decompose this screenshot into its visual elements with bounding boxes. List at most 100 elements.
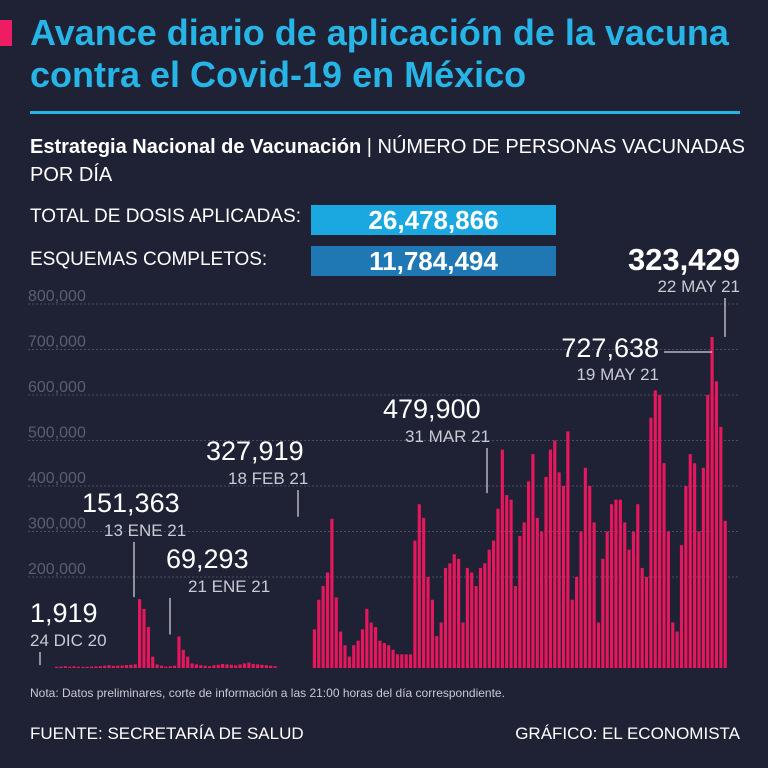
annotation-date: 13 ENE 21 xyxy=(104,521,186,540)
bar xyxy=(347,656,351,668)
bar xyxy=(55,666,59,668)
annotation-value: 323,429 xyxy=(628,242,740,277)
subtitle-description: | NÚMERO DE PERSONAS VACUNADAS POR DÍA xyxy=(30,136,746,186)
bar xyxy=(623,522,627,668)
bar xyxy=(684,486,688,668)
bar xyxy=(321,586,325,668)
annotation-value: 727,638 xyxy=(561,333,659,363)
bar xyxy=(570,599,574,668)
y-tick-label: 300,000 xyxy=(28,516,86,533)
bar xyxy=(697,531,701,668)
bar xyxy=(627,549,631,668)
bar xyxy=(116,665,120,668)
bar xyxy=(181,649,185,668)
bar xyxy=(212,665,216,668)
bar xyxy=(98,666,102,668)
bar xyxy=(535,517,539,668)
bar xyxy=(317,599,321,668)
bar xyxy=(194,664,198,668)
total-doses-value: 26,478,866 xyxy=(311,205,556,235)
bar xyxy=(544,476,548,668)
bar xyxy=(374,627,378,668)
complete-schemes-value: 11,784,494 xyxy=(311,246,556,276)
bar xyxy=(640,567,644,668)
bar xyxy=(693,463,697,668)
bar xyxy=(422,517,426,668)
bar xyxy=(430,599,434,668)
bar xyxy=(474,586,478,668)
bar xyxy=(636,504,640,668)
bar xyxy=(710,336,714,668)
subtitle-strategy: Estrategia Nacional de Vacunación xyxy=(30,136,362,158)
bar xyxy=(653,390,657,668)
bar xyxy=(601,558,605,668)
title-divider xyxy=(30,111,740,114)
bar xyxy=(513,586,518,668)
bar xyxy=(413,540,417,668)
y-tick-label: 700,000 xyxy=(28,334,86,351)
bar xyxy=(596,622,601,668)
bar xyxy=(159,665,164,668)
bar xyxy=(614,499,618,668)
bar xyxy=(369,622,373,668)
bar xyxy=(247,662,251,668)
annotation-date: 22 MAY 21 xyxy=(657,277,740,296)
bar xyxy=(395,654,400,668)
bar xyxy=(260,664,264,668)
annotation-date: 24 DIC 20 xyxy=(30,631,107,650)
bar xyxy=(435,636,439,668)
bar xyxy=(103,665,107,668)
bar xyxy=(575,577,579,668)
bar xyxy=(94,666,98,668)
bar xyxy=(509,499,513,668)
bar xyxy=(592,522,596,668)
bar xyxy=(452,554,456,668)
bar xyxy=(605,531,609,668)
bar xyxy=(618,499,622,668)
bar xyxy=(352,645,356,668)
bar xyxy=(138,599,142,668)
bar xyxy=(404,654,408,668)
bar xyxy=(706,395,710,668)
bar xyxy=(557,472,561,668)
annotation-date: 19 MAY 21 xyxy=(576,365,659,384)
bar xyxy=(360,629,365,668)
bar xyxy=(478,567,483,668)
bar xyxy=(273,666,277,668)
bar xyxy=(225,664,229,668)
bar xyxy=(566,431,570,668)
chart-subtitle: Estrategia Nacional de Vacunación | NÚME… xyxy=(30,133,745,189)
bar xyxy=(448,563,452,668)
bar xyxy=(662,463,666,668)
bar xyxy=(207,666,212,668)
bar xyxy=(155,664,159,668)
bar xyxy=(190,663,194,668)
bar xyxy=(216,664,220,668)
bar xyxy=(400,654,404,668)
annotation-value: 69,293 xyxy=(166,544,249,574)
bar xyxy=(142,608,146,668)
bar xyxy=(658,395,662,668)
bar xyxy=(133,664,137,668)
bar xyxy=(89,666,94,668)
footnote: Nota: Datos preliminares, corte de infor… xyxy=(30,686,505,700)
bar xyxy=(518,536,522,668)
bar xyxy=(129,664,133,668)
bar xyxy=(199,665,203,668)
bar xyxy=(382,642,386,668)
annotation-date: 31 MAR 21 xyxy=(405,427,490,446)
bar xyxy=(588,486,592,668)
bar xyxy=(526,481,531,668)
bar xyxy=(483,563,487,668)
bar xyxy=(242,663,247,668)
bar xyxy=(221,663,225,668)
bar xyxy=(339,631,343,668)
bar xyxy=(461,622,465,668)
bar xyxy=(391,649,395,668)
y-tick-label: 800,000 xyxy=(28,288,86,305)
bar xyxy=(610,504,614,668)
y-tick-label: 200,000 xyxy=(28,561,86,578)
bar xyxy=(81,666,85,668)
bar xyxy=(164,666,168,668)
